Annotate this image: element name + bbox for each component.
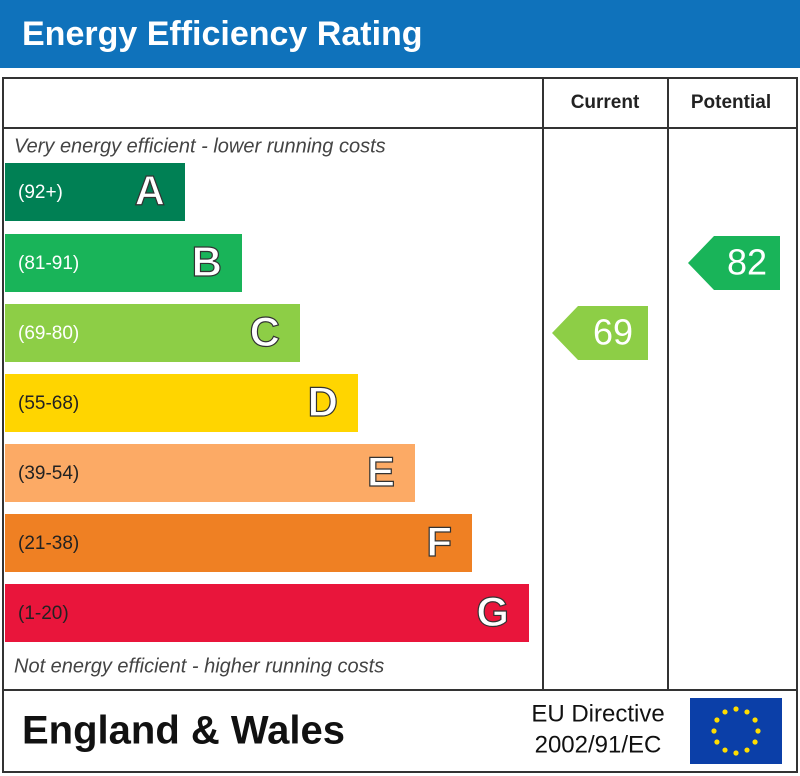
band-letter: E [367,448,395,495]
band-range: (55-68) [18,393,79,414]
band-letter: B [192,238,222,285]
band-letter: G [476,588,509,635]
band-range: (69-80) [18,323,79,344]
band [5,444,415,502]
band [5,374,358,432]
band-range: (39-54) [18,463,79,484]
column-header: Current [571,92,640,113]
band-letter: F [426,518,452,565]
star [714,739,720,745]
band-letter: A [135,167,165,214]
star [744,709,750,715]
band [5,163,185,221]
eu-flag [690,698,782,764]
rating-value: 82 [727,242,767,283]
bottom-note: Not energy efficient - higher running co… [14,655,384,677]
top-note: Very energy efficient - lower running co… [14,135,386,157]
band-letter: D [308,378,338,425]
star [714,717,720,723]
band-range: (92+) [18,182,63,203]
star [711,728,717,734]
star [752,717,758,723]
band [5,514,472,572]
band [5,234,242,292]
band-letter: C [250,308,280,355]
star [722,709,728,715]
star [733,706,739,712]
star [722,747,728,753]
band-range: (1-20) [18,603,69,624]
frame [2,77,798,773]
rating-arrow [552,306,648,360]
band-range: (81-91) [18,253,79,274]
band [5,584,529,642]
star [752,739,758,745]
star [733,750,739,756]
star [755,728,761,734]
header-bar [0,0,800,68]
star [744,747,750,753]
title: Energy Efficiency Rating [22,15,423,53]
rating-value: 69 [593,312,633,353]
region: England & Wales [22,709,345,753]
directive: EU Directive [531,700,664,727]
column-header: Potential [691,92,771,113]
band-range: (21-38) [18,533,79,554]
band [5,304,300,362]
directive: 2002/91/EC [535,731,662,758]
rating-arrow [688,236,780,290]
